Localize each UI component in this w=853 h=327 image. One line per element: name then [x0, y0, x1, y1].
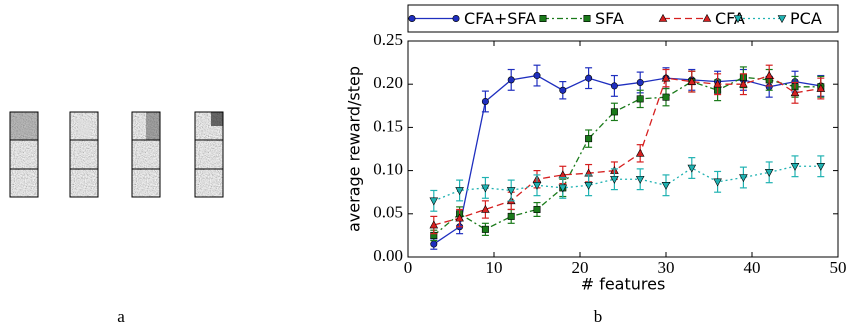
panel-label: b	[594, 307, 603, 326]
y-axis-label: average reward/step	[345, 66, 364, 232]
marker	[662, 182, 670, 189]
series	[430, 65, 824, 249]
marker	[637, 96, 643, 102]
x-tick-label: 0	[404, 258, 413, 277]
legend-label: SFA	[595, 9, 624, 28]
figure: a b # features average reward/step 0 10 20…	[0, 0, 853, 327]
thumbnails	[10, 112, 223, 197]
marker	[508, 213, 514, 219]
x-axis-label: # features	[581, 275, 666, 294]
y-tick-label: 0.05	[373, 203, 403, 222]
marker	[534, 72, 540, 78]
marker	[636, 176, 644, 183]
marker	[585, 135, 591, 141]
legend-marker	[584, 15, 590, 21]
marker	[688, 165, 696, 172]
marker	[585, 75, 591, 81]
marker	[409, 15, 415, 21]
y-tick-label: 0.20	[373, 73, 403, 92]
series	[430, 67, 824, 241]
series-line	[434, 76, 821, 225]
marker	[765, 72, 773, 79]
legend-label: PCA	[790, 9, 822, 28]
plot-frame	[408, 41, 838, 257]
legend-label: CFA+SFA	[464, 9, 536, 28]
thumbnail	[10, 112, 38, 197]
marker	[482, 98, 488, 104]
marker	[508, 77, 514, 83]
marker	[611, 109, 617, 115]
marker	[791, 163, 799, 170]
marker	[534, 206, 540, 212]
panel-label: a	[117, 307, 125, 326]
series-line	[434, 166, 821, 201]
marker	[560, 87, 566, 93]
marker	[540, 15, 546, 21]
x-tick-label: 50	[830, 258, 847, 277]
marker	[507, 187, 515, 194]
marker	[431, 241, 437, 247]
legend-marker	[453, 15, 459, 21]
y-tick-label: 0.10	[373, 160, 403, 179]
series	[430, 65, 825, 233]
x-tick-label: 40	[744, 258, 761, 277]
marker	[430, 198, 438, 205]
marker	[637, 79, 643, 85]
x-tick-label: 30	[658, 258, 675, 277]
series-line	[434, 77, 821, 235]
marker	[714, 179, 722, 186]
marker	[611, 83, 617, 89]
marker	[482, 226, 488, 232]
series	[430, 156, 825, 211]
y-tick-label: 0.25	[373, 30, 403, 49]
marker	[636, 149, 644, 156]
y-tick-label: 0.00	[373, 246, 403, 265]
y-tick-label: 0.15	[373, 116, 403, 135]
series-line	[434, 76, 821, 244]
x-tick-label: 10	[486, 258, 503, 277]
thumbnail	[70, 112, 98, 197]
marker	[663, 94, 669, 100]
thumbnail	[132, 112, 160, 197]
marker	[817, 163, 825, 170]
thumbnail	[195, 112, 223, 197]
x-tick-label: 20	[572, 258, 589, 277]
